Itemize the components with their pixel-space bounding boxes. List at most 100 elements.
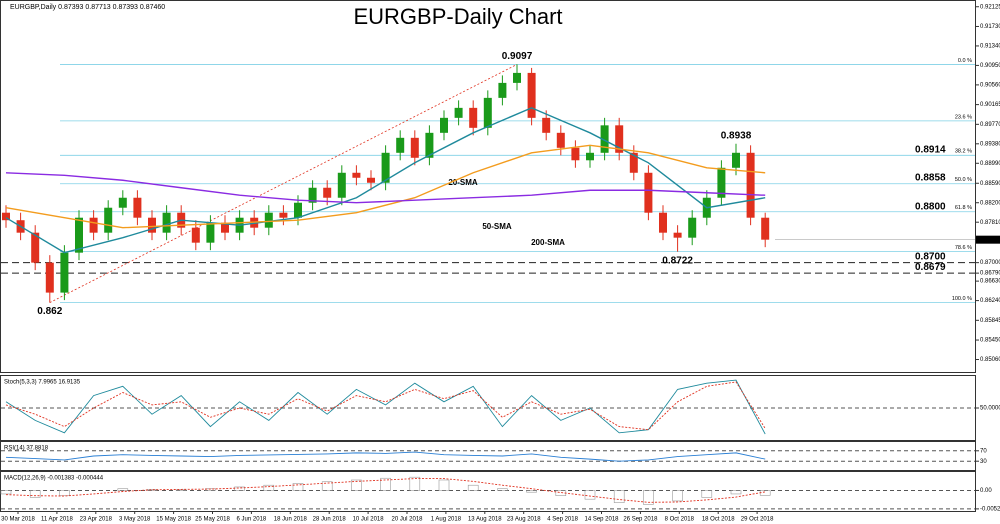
y-tick-label: 0.89380: [980, 141, 1000, 147]
histogram-bar: [117, 488, 129, 491]
y-tick-label: 0.88590: [980, 181, 1000, 187]
level-label: 0.8700: [915, 251, 946, 262]
x-tick-label: 8 Oct 2018: [665, 517, 695, 523]
candle-body: [206, 222, 215, 243]
candle-body: [673, 232, 682, 238]
histogram-bar: [555, 490, 567, 496]
sma-label: 50-SMA: [482, 222, 512, 231]
x-tick-label: 26 Sep 2018: [623, 517, 658, 523]
candle-body: [308, 187, 317, 203]
candle-body: [45, 262, 54, 293]
indicator-line: [5, 451, 766, 462]
histogram-bar: [672, 490, 683, 502]
histogram-bar: [467, 484, 479, 491]
candle-body: [746, 152, 755, 218]
fib-label: 78.6 %: [955, 245, 972, 251]
x-tick-label: 4 Sep 2018: [547, 517, 578, 523]
candle-body: [2, 212, 10, 221]
sma-line: [5, 107, 766, 254]
candle-body: [644, 172, 653, 213]
histogram-bar: [438, 479, 450, 491]
x-tick-label: 29 Oct 2018: [741, 517, 774, 523]
x-tick-label: 30 Mar 2018: [1, 517, 35, 523]
x-tick-label: 25 May 2018: [195, 517, 230, 523]
candle-body: [571, 147, 580, 161]
candle-body: [104, 207, 113, 233]
histogram-bar: [613, 490, 625, 503]
candle-body: [367, 177, 375, 183]
panel-label: MACD(12,26,9) -0.001383 -0.000444: [4, 476, 104, 482]
x-tick-label: 11 Apr 2018: [41, 517, 74, 523]
y-tick-label: 0.90560: [980, 82, 1000, 88]
histogram-bar: [146, 489, 158, 491]
candle-body: [162, 212, 171, 233]
annotation: 0.8938: [721, 130, 752, 141]
main-frame: [0, 0, 976, 373]
level-label: 0.8914: [915, 144, 946, 155]
last-price-box: [976, 235, 1000, 244]
y-tick-label: 0.00: [980, 488, 992, 494]
histogram-bar: [497, 488, 508, 491]
y-tick-label: 0.91730: [980, 24, 1000, 30]
fib-label: 100.0 %: [952, 296, 972, 302]
candle-body: [600, 125, 609, 153]
y-tick-label: 0.85845: [980, 318, 1000, 324]
candle-body: [264, 212, 273, 228]
panel-label: Stoch(5,3,3) 7.9965 16.9135: [4, 380, 81, 386]
candle-body: [483, 97, 492, 128]
candle-body: [586, 152, 594, 161]
candle-body: [629, 152, 638, 173]
candle-body: [89, 217, 98, 233]
candle-body: [191, 227, 200, 243]
candle-body: [410, 137, 419, 158]
candle-body: [31, 232, 40, 263]
candle-body: [221, 222, 229, 233]
candle-body: [294, 202, 302, 218]
fib-label: 61.8 %: [955, 205, 972, 211]
candle-body: [323, 187, 332, 198]
y-tick-label: 0.87810: [980, 220, 1000, 226]
y-tick-label: 0.92125: [980, 4, 1000, 10]
histogram-bar: [380, 477, 391, 491]
candle-body: [688, 217, 697, 238]
histogram-bar: [292, 483, 304, 491]
y-tick-label: 0.86240: [980, 298, 1000, 304]
y-tick-label: 0.86790: [980, 271, 1000, 277]
x-tick-label: 3 May 2018: [119, 517, 151, 523]
candle-body: [425, 132, 434, 158]
candle-body: [381, 152, 390, 183]
histogram-bar: [584, 490, 596, 500]
y-tick-label: 0.85060: [980, 357, 1000, 363]
fib-label: 23.6 %: [955, 114, 972, 120]
candle-body: [761, 217, 770, 240]
annotation: 0.9097: [502, 51, 533, 62]
histogram-bar: [730, 490, 742, 495]
trend-line: [49, 64, 518, 303]
candle-body: [148, 217, 156, 233]
candle-body: [542, 117, 551, 133]
annotation: 0.8722: [662, 255, 693, 266]
x-tick-label: 6 Jun 2018: [237, 517, 267, 523]
candle-body: [279, 212, 288, 218]
indicator-line: [5, 381, 766, 431]
chart-title: EURGBP-Daily Chart: [353, 4, 562, 29]
histogram-bar: [0, 490, 12, 495]
candle-body: [717, 167, 726, 198]
level-label: 0.8800: [915, 201, 946, 212]
y-tick-label: 0.90165: [980, 102, 1000, 108]
sma-line: [5, 172, 766, 204]
header: EURGBP,Daily 0.87393 0.87713 0.87393 0.8…: [10, 4, 165, 11]
level-label: 0.8679: [915, 262, 946, 273]
level-label: 0.8858: [915, 172, 946, 183]
x-tick-label: 23 Apr 2018: [80, 517, 113, 523]
y-tick-label: 0.87000: [980, 260, 1000, 266]
candle-body: [527, 72, 536, 118]
histogram-bar: [234, 486, 245, 491]
candle-body: [118, 197, 127, 208]
y-tick-label: 30: [980, 459, 987, 465]
histogram-bar: [701, 490, 713, 498]
candle-body: [732, 152, 740, 168]
histogram-bar: [59, 490, 70, 496]
macd-frame: [0, 471, 976, 512]
